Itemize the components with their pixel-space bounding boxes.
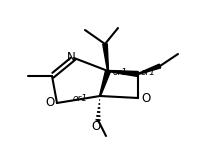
Text: or1: or1	[73, 93, 88, 102]
Polygon shape	[108, 71, 138, 77]
Text: O: O	[141, 91, 151, 105]
Text: or1: or1	[113, 68, 128, 77]
Text: or1: or1	[141, 68, 156, 77]
Text: N: N	[67, 50, 75, 64]
Polygon shape	[100, 70, 110, 96]
Text: O: O	[45, 96, 55, 110]
Text: O: O	[91, 120, 101, 132]
Polygon shape	[103, 44, 108, 71]
Polygon shape	[138, 64, 161, 75]
